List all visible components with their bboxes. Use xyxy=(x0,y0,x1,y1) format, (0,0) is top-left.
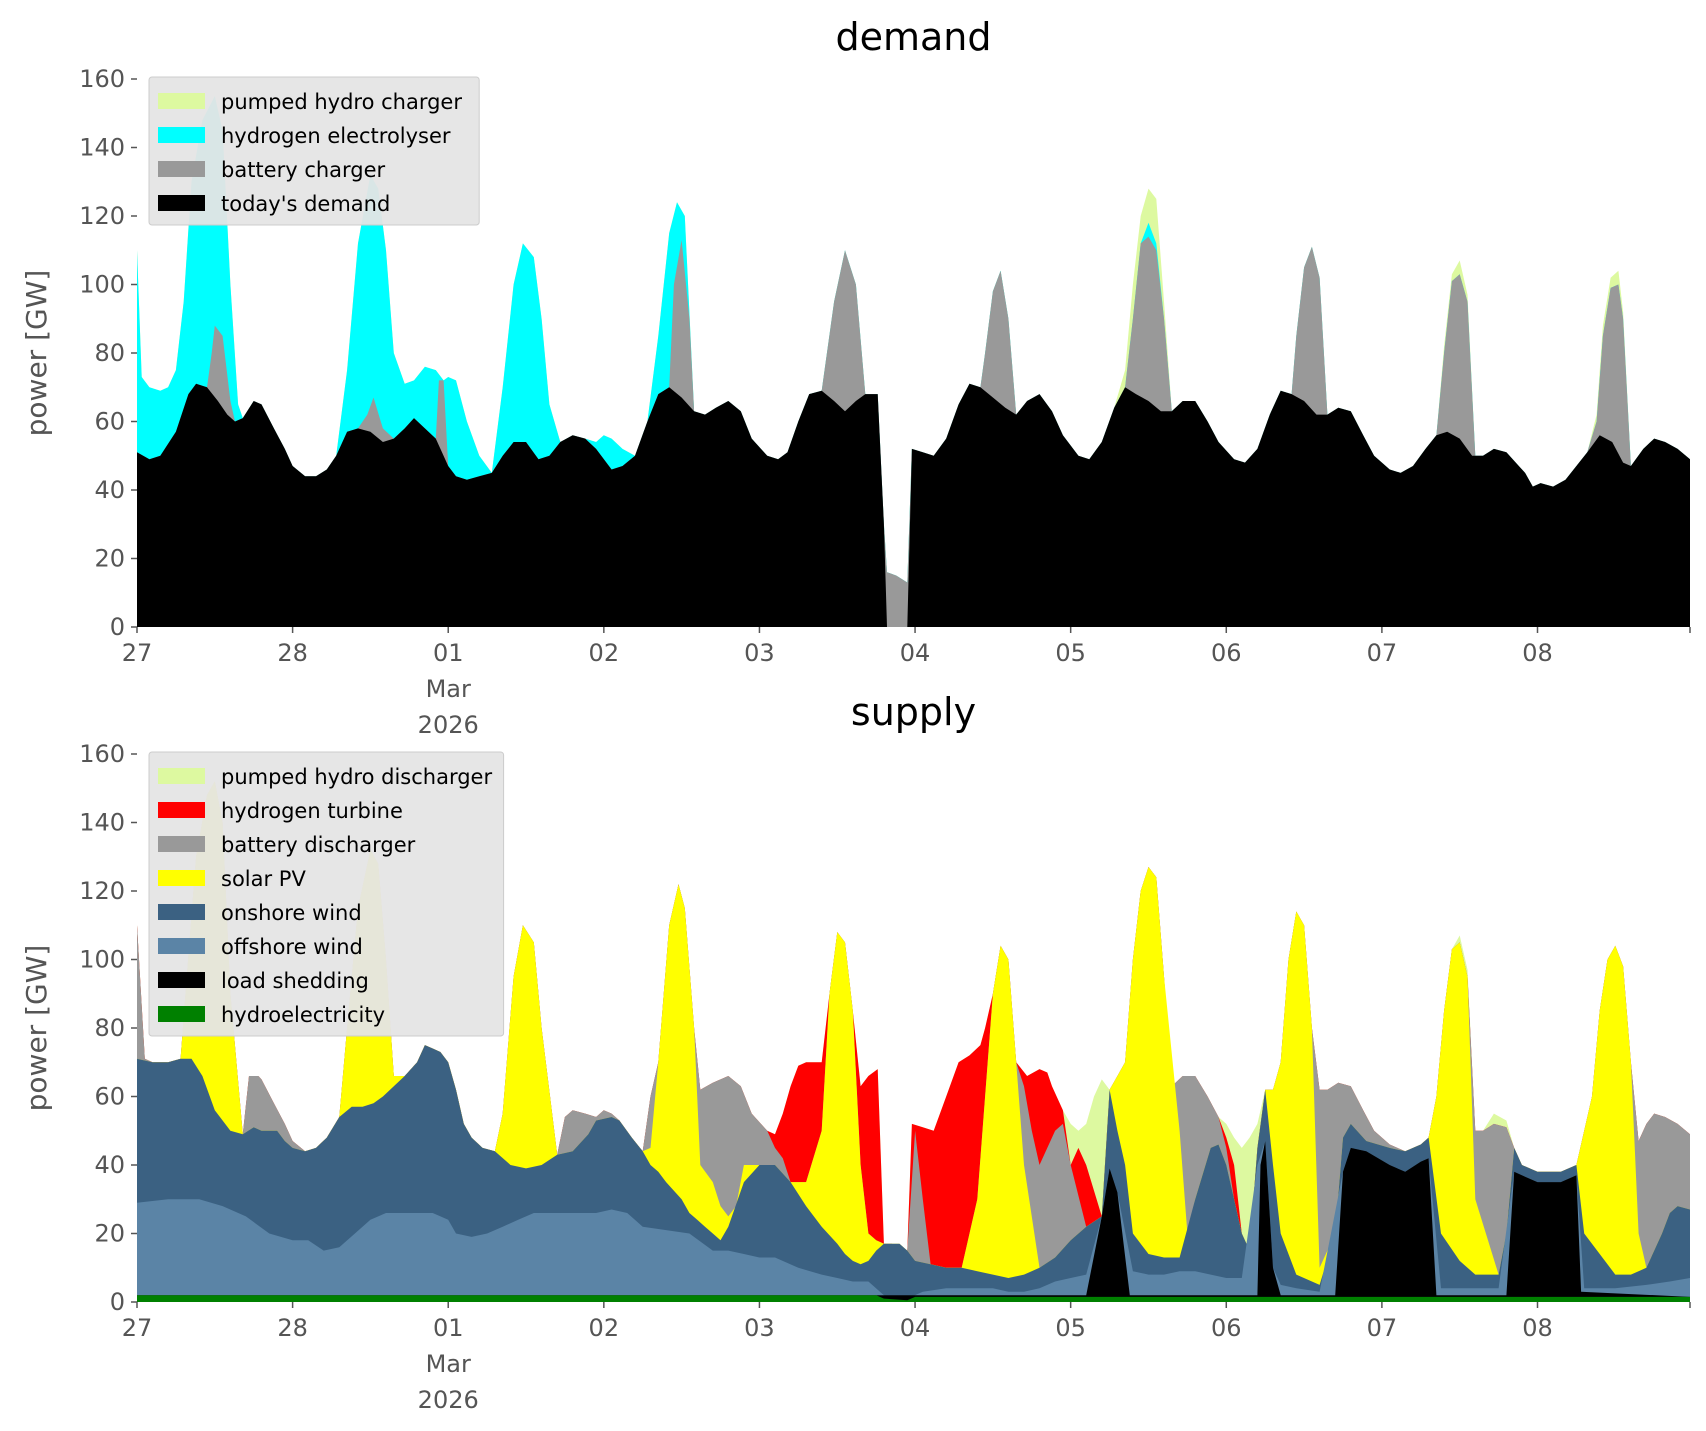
legend-label: battery discharger xyxy=(221,833,416,857)
y-axis-label: power [GW] xyxy=(20,945,53,1112)
chart-title: supply xyxy=(851,690,976,734)
legend-swatch xyxy=(158,93,205,109)
series-area-load-shedding xyxy=(137,1141,1690,1302)
x-tick-label: 05 xyxy=(1055,1314,1086,1342)
y-tick-label: 0 xyxy=(110,1288,125,1316)
series-area-today-s-demand xyxy=(137,383,1690,627)
y-tick-label: 0 xyxy=(110,613,125,641)
x-tick-label: 27 xyxy=(122,639,153,667)
x-tick-label: 06 xyxy=(1211,639,1242,667)
x-tick-label: 27 xyxy=(122,1314,153,1342)
legend-label: battery charger xyxy=(221,158,386,182)
legend-label: onshore wind xyxy=(221,901,362,925)
legend-box xyxy=(148,751,505,1037)
series-area-hydroelectricity xyxy=(137,1295,1690,1302)
legend-swatch xyxy=(158,938,205,954)
legend-label: hydrogen electrolyser xyxy=(221,124,451,148)
x-tick-label: 28 xyxy=(277,1314,308,1342)
y-tick-label: 160 xyxy=(79,65,125,93)
x-tick-label: 02 xyxy=(589,639,620,667)
y-tick-label: 40 xyxy=(94,1151,125,1179)
legend-swatch xyxy=(158,1006,205,1022)
y-tick-label: 80 xyxy=(94,1014,125,1042)
legend-label: load shedding xyxy=(221,969,369,993)
y-tick-label: 120 xyxy=(79,877,125,905)
x-year-label: 2026 xyxy=(418,711,479,739)
legend-swatch xyxy=(158,161,205,177)
y-tick-label: 20 xyxy=(94,545,125,573)
legend-swatch xyxy=(158,870,205,886)
legend-swatch xyxy=(158,802,205,818)
legend-label: hydroelectricity xyxy=(221,1003,385,1027)
x-tick-label: 28 xyxy=(277,639,308,667)
y-tick-label: 140 xyxy=(79,134,125,162)
chart-title: demand xyxy=(835,15,991,59)
legend-swatch xyxy=(158,972,205,988)
legend-label: offshore wind xyxy=(221,935,363,959)
x-tick-label: 03 xyxy=(744,1314,775,1342)
x-month-label: Mar xyxy=(426,675,471,703)
y-tick-label: 160 xyxy=(79,740,125,768)
x-year-label: 2026 xyxy=(418,1386,479,1414)
legend-label: pumped hydro charger xyxy=(221,90,462,114)
x-tick-label: 03 xyxy=(744,639,775,667)
y-tick-label: 120 xyxy=(79,202,125,230)
x-tick-label: 07 xyxy=(1367,639,1398,667)
y-tick-label: 40 xyxy=(94,476,125,504)
legend-swatch xyxy=(158,127,205,143)
y-axis-label: power [GW] xyxy=(20,270,53,437)
legend-label: pumped hydro discharger xyxy=(221,765,492,789)
y-tick-label: 100 xyxy=(79,946,125,974)
legend-swatch xyxy=(158,904,205,920)
legend-label: hydrogen turbine xyxy=(221,799,403,823)
legend-label: solar PV xyxy=(221,867,306,891)
y-tick-label: 60 xyxy=(94,408,125,436)
x-tick-label: 08 xyxy=(1522,1314,1553,1342)
x-tick-label: 04 xyxy=(900,1314,931,1342)
y-tick-label: 140 xyxy=(79,809,125,837)
legend-box xyxy=(148,76,480,226)
y-tick-label: 80 xyxy=(94,339,125,367)
x-tick-label: 02 xyxy=(589,1314,620,1342)
x-tick-label: 08 xyxy=(1522,639,1553,667)
legend-swatch xyxy=(158,768,205,784)
y-tick-label: 100 xyxy=(79,271,125,299)
x-month-label: Mar xyxy=(426,1350,471,1378)
x-tick-label: 04 xyxy=(900,639,931,667)
x-tick-label: 01 xyxy=(433,639,464,667)
y-tick-label: 20 xyxy=(94,1220,125,1248)
y-tick-label: 60 xyxy=(94,1083,125,1111)
legend-label: today's demand xyxy=(221,192,390,216)
series-area-offshore-wind xyxy=(137,1141,1690,1302)
x-tick-label: 01 xyxy=(433,1314,464,1342)
x-tick-label: 05 xyxy=(1055,639,1086,667)
x-tick-label: 06 xyxy=(1211,1314,1242,1342)
legend-swatch xyxy=(158,195,205,211)
legend-swatch xyxy=(158,836,205,852)
x-tick-label: 07 xyxy=(1367,1314,1398,1342)
